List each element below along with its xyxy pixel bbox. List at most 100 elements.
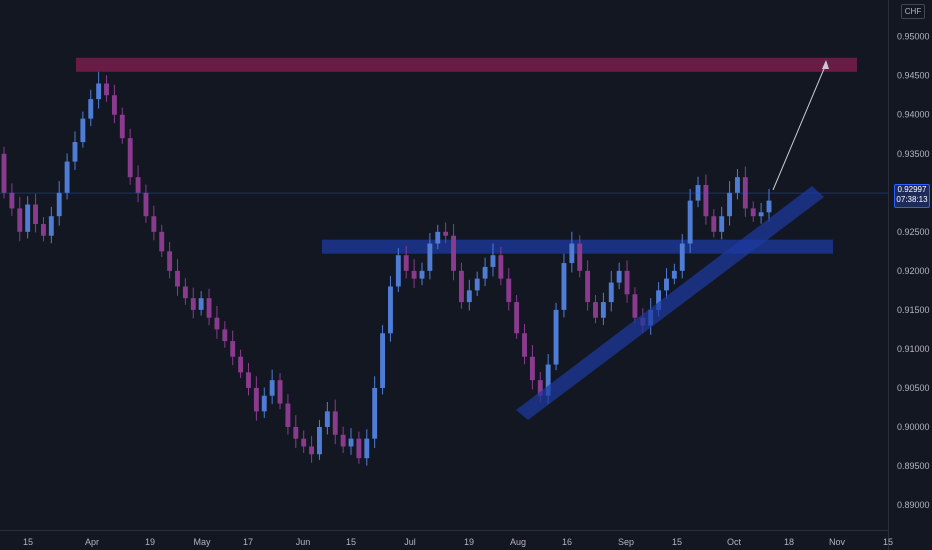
time-axis[interactable]: 15 Apr 19 May 17 Jun 15 Jul 19 Aug 16 Sep 15 Oct 18 Nov… <box>0 530 893 550</box>
candle-body <box>403 255 409 271</box>
rising-trend-channel[interactable] <box>516 186 824 420</box>
candle-body <box>25 204 31 232</box>
candle-body <box>127 138 133 178</box>
candle-body <box>301 438 307 447</box>
candle <box>293 415 299 449</box>
candle-body <box>285 403 291 427</box>
candle <box>624 260 630 303</box>
candle-body <box>395 255 401 287</box>
price-axis[interactable]: 0.950000.945000.940000.935000.930000.925… <box>888 0 932 550</box>
time-tick-label: Apr <box>85 537 99 547</box>
price-tick-label: 0.90500 <box>897 383 930 393</box>
candle <box>474 271 480 296</box>
candle-body <box>80 118 86 143</box>
candle <box>317 419 322 460</box>
candle-body <box>230 341 236 357</box>
time-tick-label: Oct <box>727 537 742 547</box>
candle <box>309 435 315 463</box>
candle-body <box>664 278 669 291</box>
candle <box>175 259 180 296</box>
price-tick-label: 0.94500 <box>897 71 930 81</box>
candle <box>403 245 409 279</box>
candle-body <box>96 83 102 100</box>
candle <box>1 146 7 199</box>
candle-body <box>214 317 220 330</box>
candle <box>182 278 188 305</box>
time-tick-label: Aug <box>510 537 526 547</box>
projection-arrow-line[interactable] <box>772 63 827 191</box>
candle-body <box>206 298 212 318</box>
candle <box>498 247 504 286</box>
candle-body <box>198 298 204 310</box>
candle-body <box>293 426 299 439</box>
candle-body <box>632 294 638 318</box>
candle <box>742 166 748 217</box>
candle-body <box>364 438 370 459</box>
candle <box>151 205 157 241</box>
candle-body <box>466 290 472 303</box>
time-tick-label: May <box>193 537 211 547</box>
candle <box>96 71 102 109</box>
candle <box>56 181 62 226</box>
candle-body <box>608 282 614 303</box>
candle-body <box>522 333 527 357</box>
candle <box>198 291 204 316</box>
candle <box>466 279 472 311</box>
candle-body <box>175 270 180 287</box>
candle-body <box>143 192 149 217</box>
candle <box>269 369 275 405</box>
candle-body <box>88 99 94 119</box>
candle-body <box>17 208 23 232</box>
candle <box>529 345 535 390</box>
candle-body <box>482 266 488 279</box>
candle-body <box>309 446 315 455</box>
candle-body <box>411 270 417 279</box>
price-tick-label: 0.89500 <box>897 461 930 471</box>
last-price-value: 0.92997 <box>897 185 927 194</box>
candle-body <box>451 235 456 271</box>
candle <box>277 373 283 410</box>
candle-body <box>135 177 141 193</box>
candle-body <box>719 216 725 232</box>
candle-body <box>222 329 228 342</box>
time-tick-label: 18 <box>784 537 794 547</box>
resistance-zone[interactable] <box>76 57 857 72</box>
candle <box>127 128 133 185</box>
candle <box>238 349 244 378</box>
candle <box>482 257 488 287</box>
candle-body <box>111 95 117 115</box>
candle <box>285 394 291 435</box>
candle-body <box>1 153 7 193</box>
candle-body <box>711 216 717 232</box>
candle <box>64 153 70 200</box>
candle-body <box>380 333 386 388</box>
candle <box>119 107 125 144</box>
candle-body <box>624 270 630 295</box>
candle-body <box>332 411 338 435</box>
price-tick-label: 0.91000 <box>897 344 930 354</box>
candle-body <box>656 290 662 310</box>
candle-body <box>372 387 378 439</box>
candle <box>735 168 740 200</box>
candle-body <box>182 286 188 299</box>
candle-body <box>506 278 512 303</box>
candle-body <box>167 251 173 271</box>
candle <box>695 176 701 208</box>
overlay-layer <box>0 60 888 420</box>
candle <box>427 232 433 280</box>
last-price-tag: 0.92997 07:38:13 <box>894 184 930 208</box>
zones-layer <box>76 57 857 254</box>
time-tick-label: Jun <box>296 537 311 547</box>
candle-body <box>577 243 583 271</box>
time-tick-label: 15 <box>346 537 356 547</box>
candle-body <box>545 364 551 396</box>
currency-label[interactable]: CHF <box>901 4 925 19</box>
candle <box>230 330 236 366</box>
time-tick-label: 15 <box>883 537 893 547</box>
candle-body <box>458 270 464 303</box>
candle <box>246 362 251 396</box>
candle-body <box>104 83 109 96</box>
candle-body <box>553 309 559 365</box>
candle <box>719 206 725 240</box>
